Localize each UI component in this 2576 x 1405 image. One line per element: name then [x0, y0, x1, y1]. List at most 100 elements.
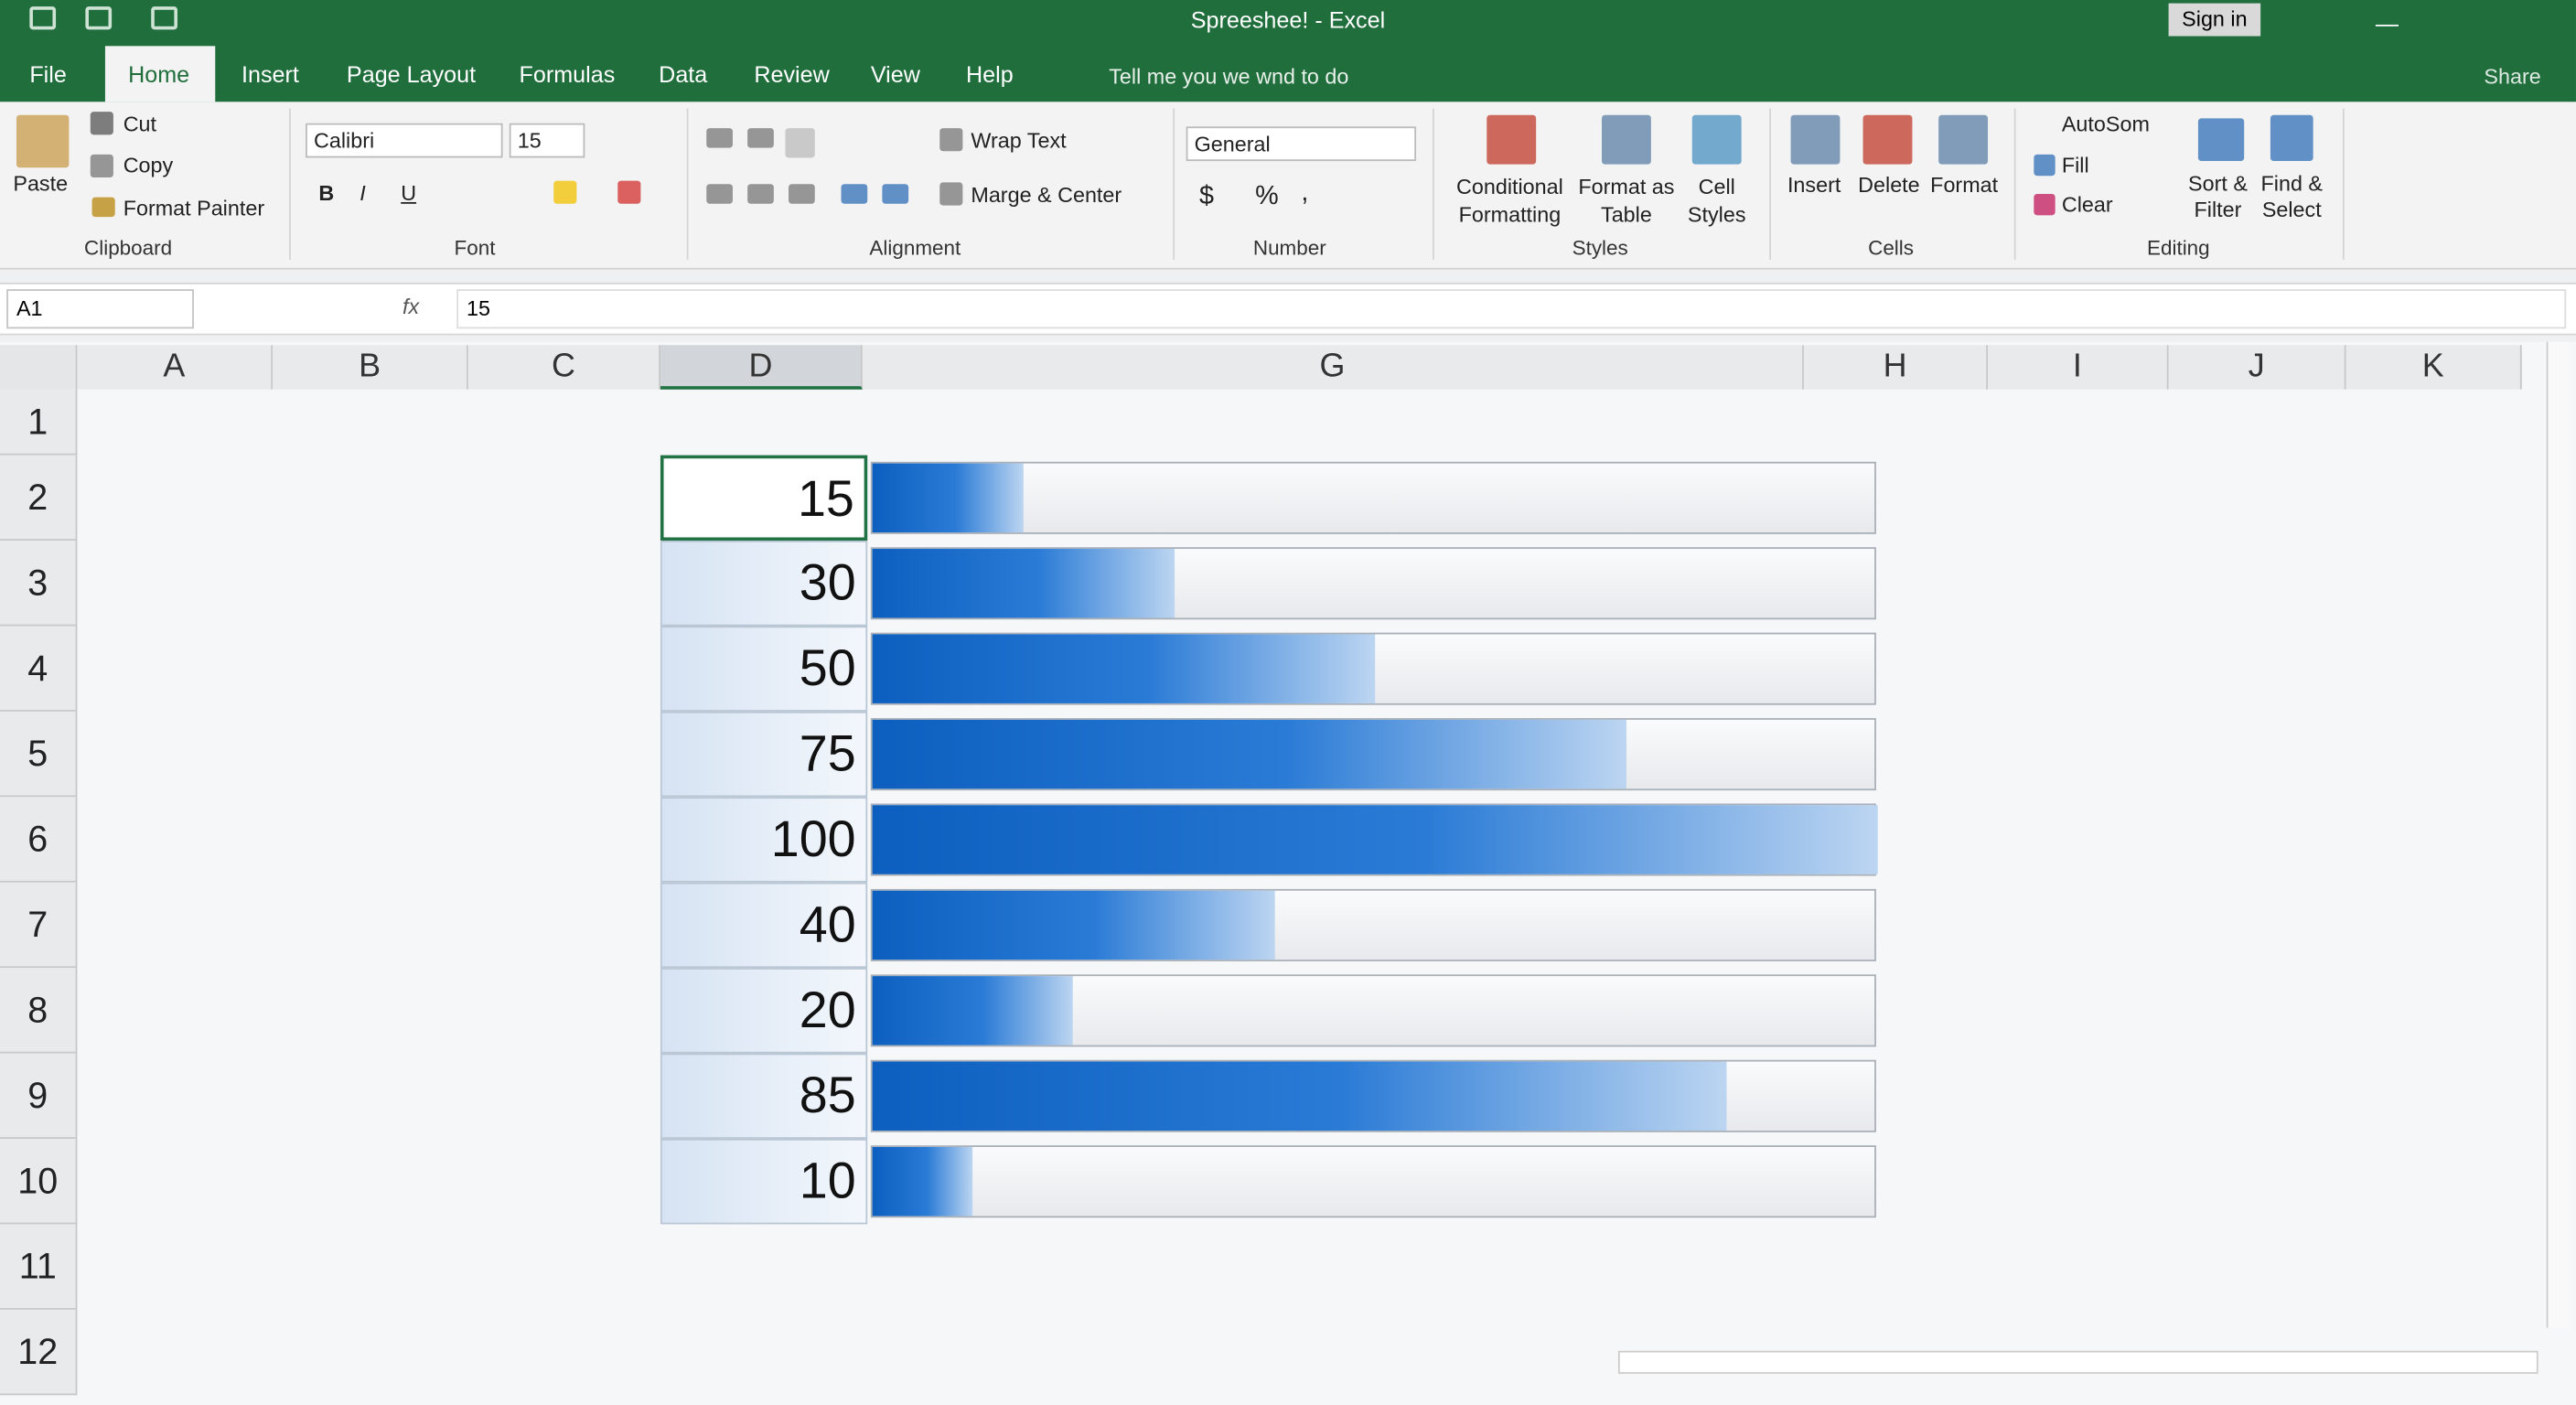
share[interactable]: Share — [2484, 64, 2541, 90]
ribbon-button[interactable]: $ — [1199, 182, 1215, 210]
ribbon-button[interactable]: Copy — [123, 153, 174, 178]
column-header[interactable]: A — [77, 345, 274, 390]
row-header[interactable]: 12 — [0, 1309, 78, 1396]
ribbon-icon[interactable] — [939, 128, 963, 152]
ribbon-icon[interactable] — [841, 184, 868, 204]
cell[interactable]: 50 — [660, 626, 868, 712]
ribbon-button[interactable]: Conditional Formatting — [1456, 174, 1563, 227]
ribbon-icon[interactable] — [1487, 114, 1537, 165]
cell[interactable]: 20 — [660, 968, 868, 1054]
ribbon-icon[interactable] — [2034, 193, 2055, 216]
ribbon-button[interactable]: Sort & Filter — [2188, 170, 2248, 222]
ribbon-tab[interactable]: Page Layout — [346, 60, 477, 88]
ribbon-button[interactable]: Calibri — [306, 123, 503, 158]
ribbon-icon[interactable] — [785, 128, 815, 158]
ribbon-icon[interactable] — [939, 182, 963, 206]
ribbon-icon[interactable] — [706, 128, 733, 148]
ribbon-button[interactable]: Cut — [123, 112, 157, 137]
ribbon-icon[interactable] — [2270, 114, 2313, 162]
ribbon-tab[interactable]: Home — [128, 60, 190, 88]
cell[interactable]: 85 — [660, 1053, 868, 1139]
cell[interactable]: 100 — [660, 797, 868, 883]
column-header[interactable]: D — [660, 345, 863, 390]
ribbon-button[interactable]: Wrap Text — [971, 128, 1067, 154]
ribbon-button[interactable]: Format — [1930, 172, 1999, 198]
ribbon-tab[interactable]: File — [29, 60, 67, 88]
ribbon-button[interactable]: 15 — [509, 123, 585, 158]
ribbon-button[interactable]: Find & Select — [2260, 170, 2324, 222]
ribbon-icon[interactable] — [1790, 114, 1841, 165]
v-scrollbar[interactable] — [2546, 341, 2570, 1328]
ribbon-tab[interactable]: Data — [659, 60, 708, 88]
window-control[interactable] — [2375, 4, 2399, 27]
ribbon-icon[interactable] — [553, 180, 577, 204]
sign-in-button[interactable]: Sign in — [2168, 3, 2261, 37]
ribbon-icon[interactable] — [2197, 118, 2245, 162]
column-header[interactable]: B — [273, 345, 468, 390]
ribbon-tab[interactable]: Formulas — [519, 60, 616, 88]
ribbon-icon[interactable] — [90, 154, 113, 178]
row-header[interactable]: 7 — [0, 882, 78, 969]
ribbon-icon[interactable] — [747, 184, 774, 204]
row-header[interactable]: 4 — [0, 626, 78, 712]
ribbon-button[interactable]: Clear — [2061, 192, 2113, 218]
ribbon-icon[interactable] — [16, 114, 70, 168]
ribbon-icon[interactable] — [1602, 114, 1651, 165]
ribbon-icon[interactable] — [90, 112, 113, 135]
ribbon-button[interactable]: U — [401, 180, 417, 206]
ribbon-tab[interactable]: Help — [965, 60, 1014, 88]
ribbon-icon[interactable] — [1938, 114, 1989, 165]
column-header[interactable]: I — [1988, 345, 2169, 390]
ribbon-icon[interactable] — [2034, 154, 2055, 177]
cell[interactable]: 10 — [660, 1138, 868, 1225]
ribbon-tab[interactable]: View — [870, 60, 920, 88]
ribbon-button[interactable]: % — [1255, 182, 1279, 210]
ribbon-icon[interactable] — [706, 184, 733, 204]
column-header[interactable]: K — [2345, 345, 2522, 390]
undo-icon[interactable] — [85, 6, 113, 30]
name-box[interactable]: A1 — [6, 289, 194, 329]
tell-me[interactable]: Tell me you we wnd to do — [1109, 64, 1349, 90]
ribbon-button[interactable]: Paste — [13, 170, 69, 196]
ribbon-button[interactable]: Format Painter — [123, 195, 265, 220]
ribbon-icon[interactable] — [91, 197, 115, 218]
ribbon-tab[interactable]: Insert — [241, 60, 299, 88]
ribbon-button[interactable]: Insert — [1787, 172, 1841, 198]
h-scrollbar[interactable] — [1617, 1350, 2538, 1374]
cell[interactable]: 30 — [660, 541, 868, 627]
ribbon-button[interactable]: General — [1186, 126, 1417, 162]
ribbon-icon[interactable] — [1862, 114, 1913, 165]
row-header[interactable]: 5 — [0, 711, 78, 798]
ribbon-button[interactable]: B — [318, 180, 335, 206]
ribbon-icon[interactable] — [789, 184, 815, 204]
ribbon-icon[interactable] — [1691, 114, 1742, 165]
cell[interactable]: 40 — [660, 882, 868, 969]
window-control[interactable] — [2448, 4, 2471, 27]
ribbon-icon[interactable] — [747, 128, 774, 148]
ribbon-tab[interactable]: Review — [754, 60, 830, 88]
column-header[interactable]: G — [862, 345, 1804, 390]
cell[interactable]: 15 — [660, 455, 868, 542]
window-control[interactable] — [2520, 4, 2543, 27]
row-header[interactable]: 2 — [0, 455, 78, 542]
ribbon-icon[interactable] — [882, 184, 909, 204]
ribbon-button[interactable]: Cell Styles — [1687, 174, 1746, 227]
ribbon-button[interactable]: Delete — [1858, 172, 1920, 198]
row-header[interactable]: 6 — [0, 797, 78, 883]
column-header[interactable]: H — [1803, 345, 1989, 390]
column-header[interactable]: J — [2168, 345, 2346, 390]
formula-input[interactable]: 15 — [456, 289, 2567, 329]
ribbon-button[interactable]: AutoSom — [2061, 112, 2150, 137]
ribbon-button[interactable]: I — [360, 180, 366, 206]
row-header[interactable]: 9 — [0, 1053, 78, 1139]
ribbon-button[interactable]: Marge & Center — [971, 182, 1122, 208]
row-header[interactable]: 1 — [0, 389, 78, 456]
ribbon-button[interactable]: , — [1301, 178, 1309, 208]
column-header[interactable]: C — [467, 345, 660, 390]
redo-icon[interactable] — [151, 6, 177, 30]
row-header[interactable]: 3 — [0, 541, 78, 627]
row-header[interactable]: 10 — [0, 1138, 78, 1225]
ribbon-button[interactable]: Fill — [2061, 153, 2089, 178]
row-header[interactable]: 8 — [0, 968, 78, 1054]
ribbon-icon[interactable] — [617, 180, 641, 204]
